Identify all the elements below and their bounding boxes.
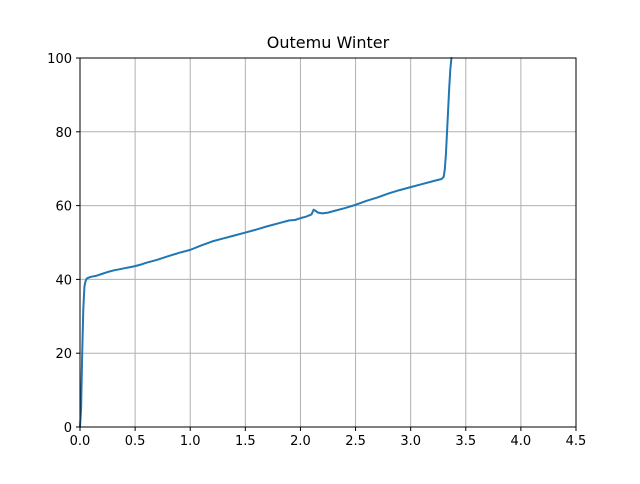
chart-title: Outemu Winter: [267, 33, 390, 52]
x-tick-label: 0.5: [125, 434, 146, 449]
y-tick-label: 40: [55, 273, 72, 288]
y-tick-label: 60: [55, 200, 72, 215]
x-tick-label: 1.5: [235, 434, 256, 449]
x-tick-label: 2.0: [290, 434, 311, 449]
x-tick-label: 2.5: [345, 434, 366, 449]
x-tick-label: 4.5: [566, 434, 587, 449]
y-tick-label: 80: [55, 126, 72, 141]
y-tick-label: 100: [47, 52, 72, 67]
x-tick-label: 0.0: [70, 434, 91, 449]
series-line: [79, 57, 453, 428]
x-tick-label: 1.0: [180, 434, 201, 449]
x-tick-label: 3.0: [400, 434, 421, 449]
y-tick-label: 20: [55, 347, 72, 362]
x-tick-label: 4.0: [511, 434, 532, 449]
x-tick-label: 3.5: [455, 434, 476, 449]
plot-frame: [79, 57, 577, 428]
series-layer: [79, 57, 453, 428]
axis-ticks: 0.0 0.5 1.0 1.5 2.0 2.5 3.0 3.5 4.0 4.5 0 20 40 60 80 1…: [47, 52, 586, 449]
y-tick-label: 0: [64, 421, 72, 436]
